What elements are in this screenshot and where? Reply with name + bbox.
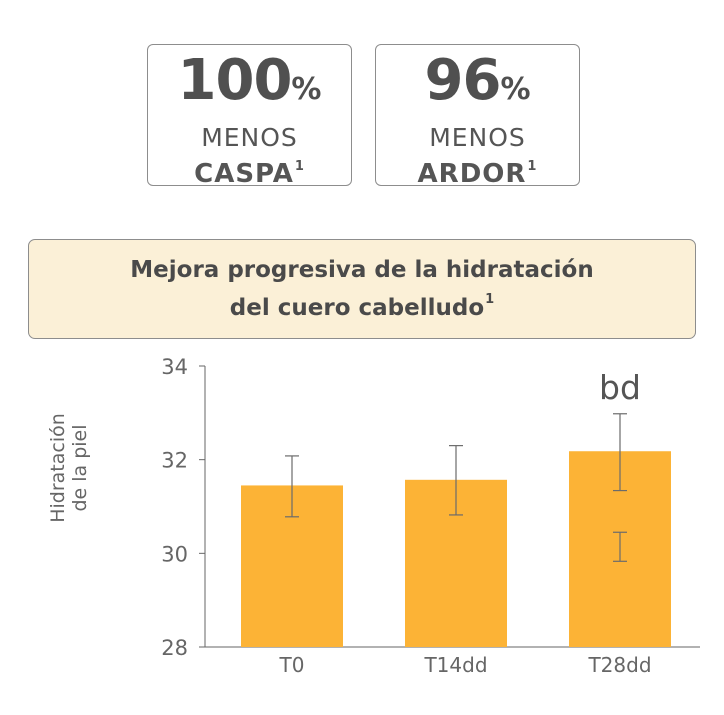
y-tick-label: 34 (161, 355, 188, 379)
hydration-bar-chart: 28 30 32 34 Hidrataciónde la piel T0 T14dd T28d… (47, 355, 700, 677)
x-tick-label: T0 (279, 653, 305, 677)
chart-banner: Mejora progresiva de la hidratación del … (28, 239, 696, 339)
footnote-marker: 1 (527, 159, 538, 174)
footnote-marker: 1 (485, 291, 495, 307)
y-tick-label: 32 (161, 449, 188, 473)
y-axis-label: Hidrataciónde la piel (47, 413, 91, 523)
stat-unit: % (500, 72, 531, 107)
stat-card-caspa: 100% MENOS CASPA1 (147, 44, 352, 189)
stat-line2-text: CASPA (194, 159, 294, 189)
banner-title-text: Mejora progresiva de la hidratación del … (130, 256, 594, 321)
y-axis-label-line: Hidratación (47, 413, 69, 523)
significance-annotation: bd (599, 368, 641, 407)
stat-line2: CASPA1 (148, 152, 351, 189)
stat-number: 100 (177, 48, 293, 113)
stat-line1: MENOS (429, 123, 526, 152)
banner-title: Mejora progresiva de la hidratación del … (130, 256, 593, 323)
footnote-marker: 1 (294, 159, 305, 174)
stat-value: 100% (148, 51, 351, 124)
stat-line1: MENOS (201, 123, 298, 152)
stat-line2-text: ARDOR (417, 159, 527, 189)
y-tick-label: 28 (161, 636, 188, 660)
x-tick-label: T14dd (423, 653, 487, 677)
stat-value: 96% (376, 51, 579, 124)
x-tick-label: T28dd (587, 653, 651, 677)
stat-line2: ARDOR1 (376, 152, 579, 189)
stat-card-ardor: 96% MENOS ARDOR1 (375, 44, 580, 189)
stat-number: 96 (424, 48, 502, 113)
stat-unit: % (291, 72, 322, 107)
y-axis-label-line: de la piel (69, 424, 91, 511)
y-tick-label: 30 (161, 542, 188, 566)
